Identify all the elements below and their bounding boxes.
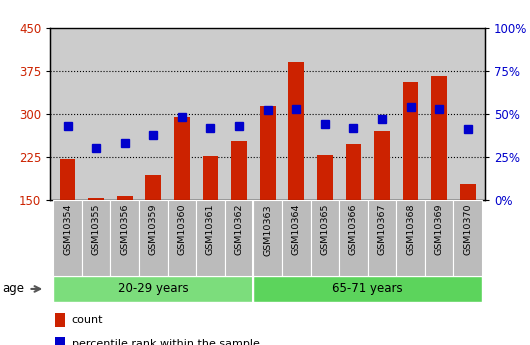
Bar xyxy=(60,159,75,200)
Bar xyxy=(139,200,167,276)
Text: GSM10361: GSM10361 xyxy=(206,204,215,255)
Bar xyxy=(260,106,276,200)
Bar xyxy=(317,155,333,200)
Bar xyxy=(53,200,82,276)
Bar xyxy=(55,337,65,345)
Bar xyxy=(117,196,132,200)
Bar xyxy=(374,131,390,200)
Bar xyxy=(431,77,447,200)
Text: 20-29 years: 20-29 years xyxy=(118,283,189,295)
Bar xyxy=(403,82,419,200)
Bar xyxy=(53,276,253,302)
Bar xyxy=(460,184,475,200)
Text: GSM10368: GSM10368 xyxy=(406,204,415,255)
Bar xyxy=(311,200,339,276)
Bar xyxy=(196,200,225,276)
Text: GSM10367: GSM10367 xyxy=(377,204,386,255)
Text: GSM10370: GSM10370 xyxy=(463,204,472,255)
Text: GSM10360: GSM10360 xyxy=(178,204,187,255)
Bar xyxy=(346,144,361,200)
Bar xyxy=(88,198,104,200)
Text: GSM10369: GSM10369 xyxy=(435,204,444,255)
Bar xyxy=(454,200,482,276)
Bar xyxy=(231,141,247,200)
Bar xyxy=(396,200,425,276)
Bar xyxy=(202,156,218,200)
Bar xyxy=(425,200,454,276)
Text: GSM10366: GSM10366 xyxy=(349,204,358,255)
Bar xyxy=(110,200,139,276)
Bar xyxy=(282,200,311,276)
Text: GSM10364: GSM10364 xyxy=(292,204,301,255)
Bar xyxy=(82,200,110,276)
Text: GSM10359: GSM10359 xyxy=(149,204,158,255)
Text: GSM10356: GSM10356 xyxy=(120,204,129,255)
Bar xyxy=(167,200,196,276)
Bar xyxy=(145,175,161,200)
Text: age: age xyxy=(3,283,25,295)
Text: count: count xyxy=(72,315,103,325)
Text: GSM10363: GSM10363 xyxy=(263,204,272,256)
Bar xyxy=(253,276,482,302)
Text: GSM10355: GSM10355 xyxy=(92,204,101,255)
Bar xyxy=(174,117,190,200)
Text: percentile rank within the sample: percentile rank within the sample xyxy=(72,339,260,345)
Text: GSM10362: GSM10362 xyxy=(235,204,244,255)
Text: GSM10365: GSM10365 xyxy=(320,204,329,255)
Bar xyxy=(55,313,65,327)
Bar xyxy=(253,200,282,276)
Text: 65-71 years: 65-71 years xyxy=(332,283,403,295)
Bar xyxy=(288,62,304,200)
Bar xyxy=(368,200,396,276)
Bar xyxy=(225,200,253,276)
Text: GSM10354: GSM10354 xyxy=(63,204,72,255)
Bar xyxy=(339,200,368,276)
